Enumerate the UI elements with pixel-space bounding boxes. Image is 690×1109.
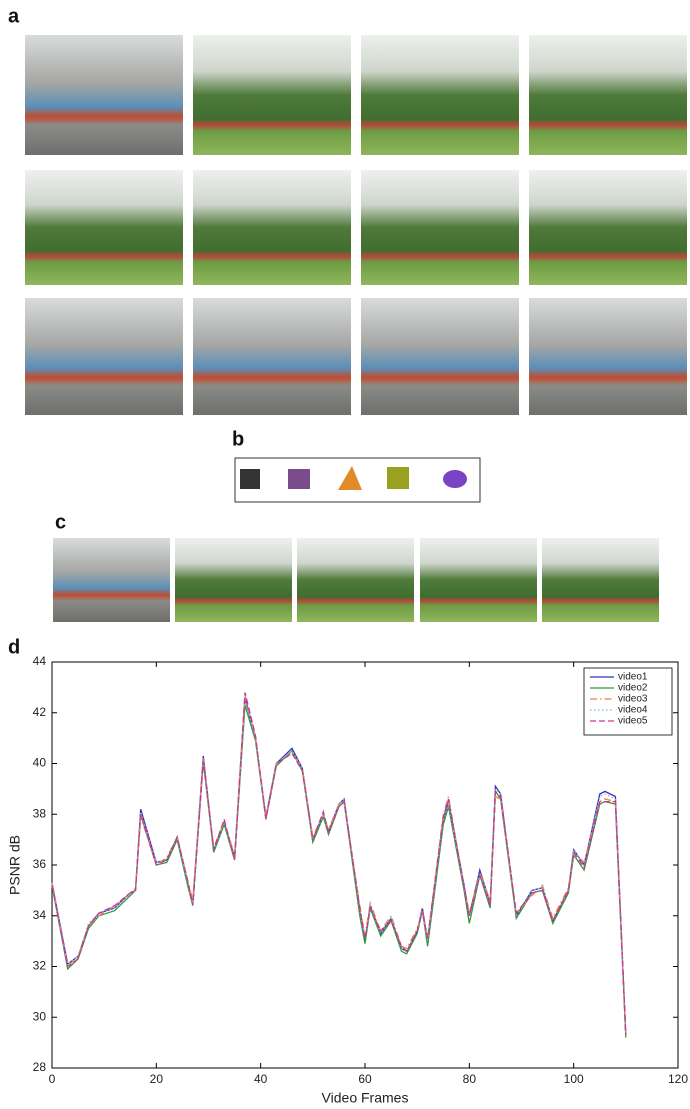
y-tick-label: 34	[33, 908, 47, 922]
y-axis-label: PSNR dB	[7, 835, 23, 895]
photo	[53, 538, 170, 622]
series-line	[52, 693, 626, 1036]
series-line	[52, 695, 626, 1035]
series-line	[52, 705, 626, 1037]
y-tick-label: 38	[33, 806, 47, 820]
photo	[193, 298, 351, 415]
photo	[25, 298, 183, 415]
legend-label: video5	[618, 716, 648, 727]
icon	[240, 469, 260, 489]
panel-label: a	[8, 5, 20, 27]
panel-label: d	[8, 636, 20, 658]
x-tick-label: 80	[463, 1072, 477, 1086]
photo	[193, 35, 351, 155]
chart: 0 20 40 60 80 100 120 28 30 32 34 36 38 40 42 44 Video F…	[7, 654, 689, 1106]
legend-label: video4	[618, 705, 648, 716]
legend-label: video3	[618, 694, 648, 705]
icon	[387, 467, 409, 489]
series-line	[52, 700, 626, 1035]
photos	[25, 35, 687, 622]
y-tick-label: 40	[33, 756, 47, 770]
x-tick-label: 60	[358, 1072, 372, 1086]
photo	[175, 538, 292, 622]
x-axis-label: Video Frames	[322, 1090, 409, 1106]
photo	[25, 170, 183, 285]
icon	[443, 470, 467, 488]
photo	[297, 538, 414, 622]
y-tick-label: 32	[33, 959, 47, 973]
x-tick-label: 100	[564, 1072, 584, 1086]
panel-label: b	[232, 428, 244, 450]
x-tick-label: 0	[49, 1072, 56, 1086]
y-tick-label: 36	[33, 857, 47, 871]
photo	[529, 170, 687, 285]
photo	[361, 170, 519, 285]
y-tick-label: 28	[33, 1060, 47, 1074]
photo	[361, 35, 519, 155]
x-tick-label: 20	[150, 1072, 164, 1086]
legend-label: video1	[618, 672, 648, 683]
x-tick-label: 40	[254, 1072, 268, 1086]
y-tick-label: 44	[33, 654, 47, 668]
legend-label: video2	[618, 683, 648, 694]
y-tick-label: 30	[33, 1009, 47, 1023]
x-tick-label: 120	[668, 1072, 688, 1086]
series-line	[52, 698, 626, 1036]
y-tick-label: 42	[33, 705, 47, 719]
page: a b c d 0 20 40 60 80 100 120 28 30 32 34 36 38 40 42 4…	[0, 0, 690, 1109]
photo	[529, 298, 687, 415]
photo	[361, 298, 519, 415]
photo	[193, 170, 351, 285]
photo	[529, 35, 687, 155]
photo	[420, 538, 537, 622]
photo	[542, 538, 659, 622]
icon	[288, 469, 310, 489]
figure: a b c d 0 20 40 60 80 100 120 28 30 32 34 36 38 40 42 4…	[0, 0, 690, 1109]
panel-label: c	[55, 511, 66, 533]
photo	[25, 35, 183, 155]
